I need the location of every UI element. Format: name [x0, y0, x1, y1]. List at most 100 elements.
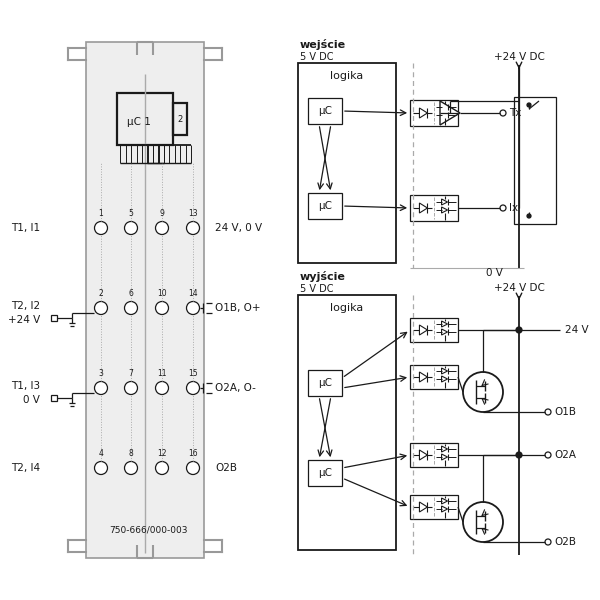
Circle shape [516, 452, 522, 458]
Circle shape [516, 327, 522, 333]
Text: 1: 1 [98, 209, 103, 218]
Text: O2B: O2B [554, 537, 576, 547]
Bar [308, 98, 342, 124]
Polygon shape [440, 101, 460, 125]
Text: 5 V DC: 5 V DC [300, 52, 334, 62]
Text: logika: logika [331, 303, 364, 313]
Text: 8: 8 [128, 449, 133, 458]
Bar [410, 318, 458, 342]
Circle shape [155, 301, 169, 314]
Text: 3: 3 [98, 370, 103, 379]
Circle shape [527, 214, 531, 218]
Text: 9: 9 [160, 209, 164, 218]
Circle shape [95, 382, 107, 395]
Text: 24 V, 0 V: 24 V, 0 V [215, 223, 262, 233]
Bar [117, 93, 173, 145]
Polygon shape [442, 446, 448, 452]
Bar [51, 315, 57, 321]
Text: 6: 6 [128, 289, 133, 298]
Bar [410, 100, 458, 126]
Circle shape [545, 539, 551, 545]
Bar [410, 443, 458, 467]
Text: +24 V DC: +24 V DC [494, 283, 544, 293]
Text: 24 V: 24 V [565, 325, 589, 335]
Text: μC: μC [318, 201, 332, 211]
Text: μC: μC [318, 378, 332, 388]
Bar [514, 97, 556, 224]
Polygon shape [442, 321, 448, 327]
Text: T1, I3: T1, I3 [11, 381, 40, 391]
Polygon shape [442, 454, 448, 460]
Polygon shape [442, 506, 448, 512]
Text: 11: 11 [157, 370, 167, 379]
Bar [410, 495, 458, 519]
Polygon shape [419, 372, 427, 382]
Circle shape [155, 461, 169, 475]
Circle shape [187, 382, 199, 395]
Text: Ix: Ix [509, 203, 518, 213]
Bar [308, 460, 342, 486]
Polygon shape [419, 325, 427, 335]
Text: O2B: O2B [215, 463, 237, 473]
Circle shape [95, 461, 107, 475]
Text: 13: 13 [188, 209, 198, 218]
Circle shape [545, 409, 551, 415]
Circle shape [125, 221, 137, 235]
Circle shape [125, 301, 137, 314]
Bar [298, 63, 396, 263]
Polygon shape [442, 207, 448, 213]
Text: wejście: wejście [300, 40, 346, 50]
Polygon shape [442, 368, 448, 374]
Polygon shape [419, 203, 427, 213]
Text: 2: 2 [178, 115, 182, 124]
Circle shape [125, 461, 137, 475]
Text: O2A: O2A [554, 450, 576, 460]
Circle shape [187, 461, 199, 475]
Polygon shape [419, 450, 427, 460]
Text: 7: 7 [128, 370, 133, 379]
Text: O2A, O-: O2A, O- [215, 383, 256, 393]
Circle shape [500, 110, 506, 116]
Circle shape [187, 301, 199, 314]
Bar [410, 365, 458, 389]
Text: Tx: Tx [509, 108, 521, 118]
Polygon shape [442, 376, 448, 382]
Polygon shape [442, 498, 448, 504]
Circle shape [545, 452, 551, 458]
Bar [308, 193, 342, 219]
Bar [86, 42, 204, 558]
Text: T1, I1: T1, I1 [11, 223, 40, 233]
Circle shape [95, 221, 107, 235]
Text: 5: 5 [128, 209, 133, 218]
Polygon shape [442, 104, 448, 110]
Bar [410, 195, 458, 221]
Text: T2, I4: T2, I4 [11, 463, 40, 473]
Text: +24 V DC: +24 V DC [494, 52, 544, 62]
Text: 5 V DC: 5 V DC [300, 284, 334, 294]
Circle shape [187, 221, 199, 235]
Text: 12: 12 [157, 449, 167, 458]
Text: 4: 4 [98, 449, 103, 458]
Polygon shape [442, 112, 448, 118]
Text: wyjście: wyjście [300, 271, 346, 283]
Polygon shape [419, 108, 427, 118]
Bar [298, 295, 396, 550]
Bar [308, 370, 342, 396]
Polygon shape [419, 502, 427, 512]
Circle shape [155, 382, 169, 395]
Circle shape [463, 372, 503, 412]
Text: +24 V: +24 V [8, 315, 40, 325]
Circle shape [500, 205, 506, 211]
Polygon shape [442, 199, 448, 205]
Text: 750-666/000-003: 750-666/000-003 [109, 526, 187, 535]
Circle shape [463, 502, 503, 542]
Text: O1B: O1B [554, 407, 576, 417]
Circle shape [125, 382, 137, 395]
Bar [51, 395, 57, 401]
Text: μC 1: μC 1 [127, 117, 151, 127]
Circle shape [527, 103, 531, 107]
Text: μC: μC [318, 468, 332, 478]
Text: logika: logika [331, 71, 364, 81]
Text: 10: 10 [157, 289, 167, 298]
Text: 14: 14 [188, 289, 198, 298]
